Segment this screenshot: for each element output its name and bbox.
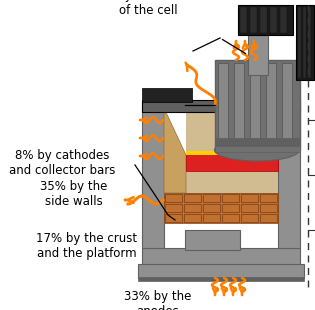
Bar bbox=[185, 230, 240, 250]
Bar bbox=[308, 7, 311, 78]
Bar bbox=[250, 63, 260, 147]
Bar bbox=[250, 7, 257, 33]
Bar bbox=[248, 15, 268, 75]
Bar bbox=[138, 264, 304, 278]
Bar bbox=[203, 194, 220, 202]
Bar bbox=[215, 140, 300, 152]
Bar bbox=[240, 7, 247, 33]
Bar bbox=[215, 60, 300, 150]
Bar bbox=[266, 63, 276, 147]
Bar bbox=[142, 88, 192, 102]
Bar bbox=[241, 214, 258, 222]
Bar bbox=[282, 63, 292, 147]
Bar bbox=[238, 5, 293, 35]
Bar bbox=[278, 108, 300, 248]
Bar bbox=[241, 194, 258, 202]
Polygon shape bbox=[164, 108, 186, 193]
Bar bbox=[260, 7, 267, 33]
Bar bbox=[218, 63, 228, 147]
Bar bbox=[164, 193, 278, 223]
Text: 35% by the
side walls: 35% by the side walls bbox=[40, 180, 108, 208]
Bar bbox=[142, 248, 300, 266]
Bar bbox=[260, 204, 277, 212]
Bar bbox=[241, 204, 258, 212]
Bar bbox=[260, 194, 277, 202]
Text: 7% by the bottom
of the cell: 7% by the bottom of the cell bbox=[95, 0, 201, 17]
Bar bbox=[222, 194, 239, 202]
Bar bbox=[165, 194, 182, 202]
Bar bbox=[184, 214, 201, 222]
Bar bbox=[203, 204, 220, 212]
Bar bbox=[234, 63, 244, 147]
Bar bbox=[270, 7, 277, 33]
Bar bbox=[215, 138, 300, 146]
Bar bbox=[296, 5, 314, 80]
Bar bbox=[165, 214, 182, 222]
Bar bbox=[138, 277, 304, 281]
Bar bbox=[222, 204, 239, 212]
Bar bbox=[165, 204, 182, 212]
Bar bbox=[203, 214, 220, 222]
Bar bbox=[298, 7, 301, 78]
Bar bbox=[260, 214, 277, 222]
Bar bbox=[142, 108, 164, 248]
Bar bbox=[280, 7, 287, 33]
Bar bbox=[142, 100, 300, 112]
Text: 17% by the crust
and the platform: 17% by the crust and the platform bbox=[36, 232, 137, 260]
Bar bbox=[184, 204, 201, 212]
Text: 8% by cathodes
and collector bars: 8% by cathodes and collector bars bbox=[9, 149, 116, 177]
Bar bbox=[222, 214, 239, 222]
Text: 33% by the
anodes: 33% by the anodes bbox=[124, 290, 191, 310]
Bar bbox=[186, 153, 278, 171]
Bar bbox=[184, 194, 201, 202]
Bar bbox=[142, 183, 300, 201]
Bar bbox=[186, 151, 278, 155]
Polygon shape bbox=[186, 108, 278, 193]
Ellipse shape bbox=[215, 139, 300, 161]
Bar bbox=[303, 7, 306, 78]
